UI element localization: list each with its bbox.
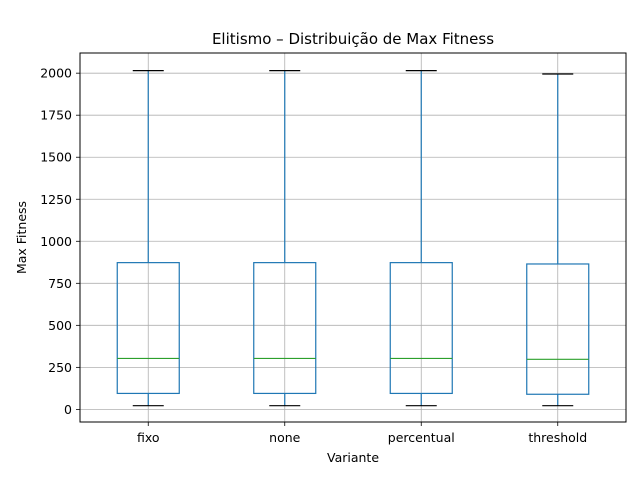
y-tick-label: 0 xyxy=(64,402,72,417)
iqr-box xyxy=(526,263,590,395)
iqr-box xyxy=(116,262,180,395)
plot-frame xyxy=(79,52,627,423)
y-tick-label: 2000 xyxy=(40,66,72,81)
box-threshold xyxy=(526,73,590,407)
x-tick-label: percentual xyxy=(388,430,455,445)
y-tick-label: 1750 xyxy=(40,108,72,123)
box-none xyxy=(253,70,317,407)
y-tick-label: 1500 xyxy=(40,150,72,165)
x-axis-title: Variante xyxy=(327,450,379,465)
iqr-box xyxy=(253,262,317,395)
iqr-box xyxy=(389,262,453,395)
box-layer xyxy=(116,70,590,407)
y-tick-label: 1250 xyxy=(40,192,72,207)
x-tick-label: none xyxy=(269,430,300,445)
tick-layer: 0 250 500 750 1000 1250 1500 1750 2000 fixo none pe… xyxy=(40,66,587,445)
y-tick-label: 750 xyxy=(48,276,72,291)
y-tick-label: 500 xyxy=(48,318,72,333)
y-tick-label: 1000 xyxy=(40,234,72,249)
grid-layer xyxy=(80,53,626,422)
x-tick-label: fixo xyxy=(137,430,160,445)
box-fixo xyxy=(116,70,180,407)
chart-title: Elitismo – Distribuição de Max Fitness xyxy=(212,30,494,48)
x-tick-label: threshold xyxy=(528,430,587,445)
y-tick-label: 250 xyxy=(48,360,72,375)
box-percentual xyxy=(389,70,453,407)
y-axis-title: Max Fitness xyxy=(14,201,29,274)
